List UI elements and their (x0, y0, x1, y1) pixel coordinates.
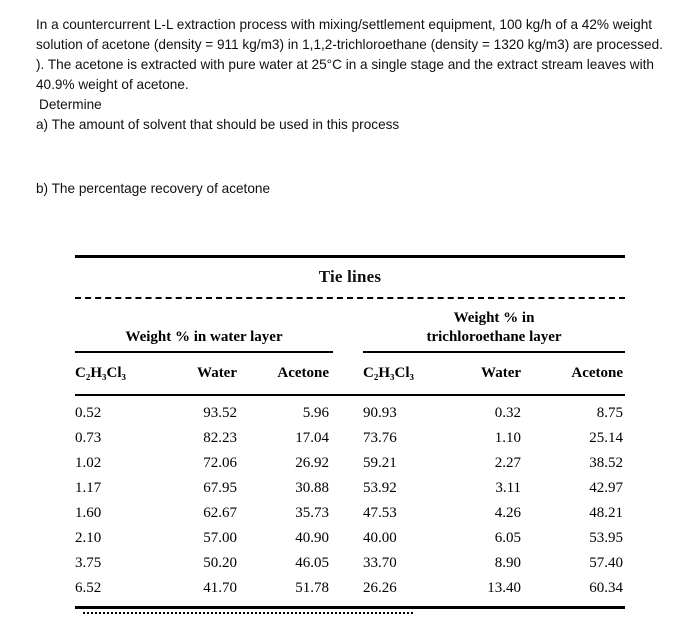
table-cell: 8.75 (596, 405, 624, 422)
problem-statement: In a countercurrent L-L extraction proce… (36, 17, 663, 92)
table-cell: 93.52 (203, 405, 237, 422)
column-gap (333, 551, 363, 576)
column-gap (333, 426, 363, 451)
table-cell: 50.20 (203, 555, 237, 572)
table-cell: 13.40 (487, 580, 522, 597)
column-header-acetone-water-layer: Acetone (245, 352, 334, 397)
column-header-acetone-trichloroethane-layer: Acetone (547, 352, 626, 397)
table-cell: 60.34 (589, 580, 624, 597)
group-header-water-layer-label: Weight % in water layer (125, 329, 283, 346)
table-cell: 0.73 (75, 430, 102, 447)
table-cell: 8.90 (494, 555, 522, 572)
table-row: 3.75 50.20 46.05 33.70 8.90 57.40 (75, 551, 625, 576)
column-gap (333, 299, 363, 353)
table-cell: 1.02 (75, 455, 102, 472)
table-cell: 90.93 (363, 405, 397, 422)
column-gap (333, 451, 363, 476)
table-cell: 82.23 (203, 430, 237, 447)
table-row: 1.02 72.06 26.92 59.21 2.27 38.52 (75, 451, 625, 476)
table-cell: 51.78 (295, 580, 330, 597)
table-cell: 38.52 (589, 455, 624, 472)
table-cell: 40.00 (363, 530, 397, 547)
column-gap (333, 501, 363, 526)
column-gap (333, 526, 363, 551)
table-cell: 73.76 (363, 430, 397, 447)
table-cell: 47.53 (363, 505, 397, 522)
table-cell: 41.70 (203, 580, 237, 597)
group-header-row: Weight % in water layer Weight % in tric… (75, 298, 626, 354)
table-cell: 17.04 (295, 430, 330, 447)
table-cell: 62.67 (203, 505, 237, 522)
table-cell: 72.06 (203, 455, 237, 472)
bottom-dotted-rule (83, 612, 413, 615)
table-title: Tie lines (75, 258, 625, 299)
determine-label: Determine (39, 96, 102, 112)
table-cell: 6.05 (494, 530, 522, 547)
table-cell: 26.26 (363, 580, 397, 597)
column-header-c2h3cl3-trichloroethane-layer: C₂H₃Cl₃ (363, 352, 472, 397)
table-cell: 42.97 (589, 480, 624, 497)
column-header-water-water-layer: Water (167, 352, 245, 397)
table-cell: 1.17 (75, 480, 102, 497)
table-cell: 1.60 (75, 505, 102, 522)
group-header-water-layer: Weight % in water layer (75, 298, 334, 354)
table-cell: 59.21 (363, 455, 397, 472)
table-cell: 57.40 (589, 555, 624, 572)
column-gap (333, 476, 363, 501)
table-cell: 35.73 (295, 505, 330, 522)
table-cell: 1.10 (494, 430, 522, 447)
column-gap (333, 352, 364, 397)
table-body: 0.52 93.52 5.96 90.93 0.32 8.75 0.73 82.23 17.04… (75, 395, 625, 606)
table-cell: 0.52 (75, 405, 102, 422)
table-cell: 3.75 (75, 555, 102, 572)
table-cell: 48.21 (589, 505, 624, 522)
table-cell: 40.90 (295, 530, 330, 547)
table-cell: 53.92 (363, 480, 397, 497)
table-row: 2.10 57.00 40.90 40.00 6.05 53.95 (75, 526, 625, 551)
question-part-b: b) The percentage recovery of acetone (36, 180, 271, 196)
column-header-water-trichloroethane-layer: Water (471, 352, 548, 397)
question-part-a: a) The amount of solvent that should be … (36, 116, 400, 132)
table-cell: 2.10 (75, 530, 102, 547)
table-cell: 6.52 (75, 580, 102, 597)
table-row: 0.73 82.23 17.04 73.76 1.10 25.14 (75, 426, 625, 451)
table-cell: 26.92 (295, 455, 330, 472)
table-cell: 53.95 (589, 530, 624, 547)
column-gap (333, 395, 363, 426)
table-cell: 67.95 (203, 480, 237, 497)
table-cell: 25.14 (589, 430, 624, 447)
group-header-trichloroethane-layer: Weight % in trichloroethane layer (363, 298, 626, 354)
table-row: 1.60 62.67 35.73 47.53 4.26 48.21 (75, 501, 625, 526)
column-gap (333, 576, 363, 606)
table-cell: 5.96 (302, 405, 330, 422)
table-row: 0.52 93.52 5.96 90.93 0.32 8.75 (75, 395, 625, 426)
table-cell: 0.32 (494, 405, 522, 422)
table-cell: 57.00 (203, 530, 237, 547)
table-row: 6.52 41.70 51.78 26.26 13.40 60.34 (75, 576, 625, 606)
table-cell: 33.70 (363, 555, 397, 572)
table-cell: 30.88 (295, 480, 330, 497)
table-cell: 4.26 (494, 505, 522, 522)
table-cell: 3.11 (495, 480, 522, 497)
table-row: 1.17 67.95 30.88 53.92 3.11 42.97 (75, 476, 625, 501)
tie-lines-table: Tie lines Weight % in water layer Weight… (75, 254, 626, 610)
tie-lines-data-table: Weight % in water layer Weight % in tric… (75, 298, 626, 607)
table-cell: 46.05 (295, 555, 330, 572)
table-cell: 2.27 (494, 455, 522, 472)
document-page: In a countercurrent L-L extraction proce… (36, 17, 663, 615)
column-header-row: C₂H₃Cl₃ Water Acetone C₂H₃Cl₃ Water Acet… (75, 352, 626, 397)
group-header-trichloroethane-layer-label: Weight % in trichloroethane layer (426, 309, 562, 345)
column-header-c2h3cl3-water-layer: C₂H₃Cl₃ (75, 352, 167, 397)
